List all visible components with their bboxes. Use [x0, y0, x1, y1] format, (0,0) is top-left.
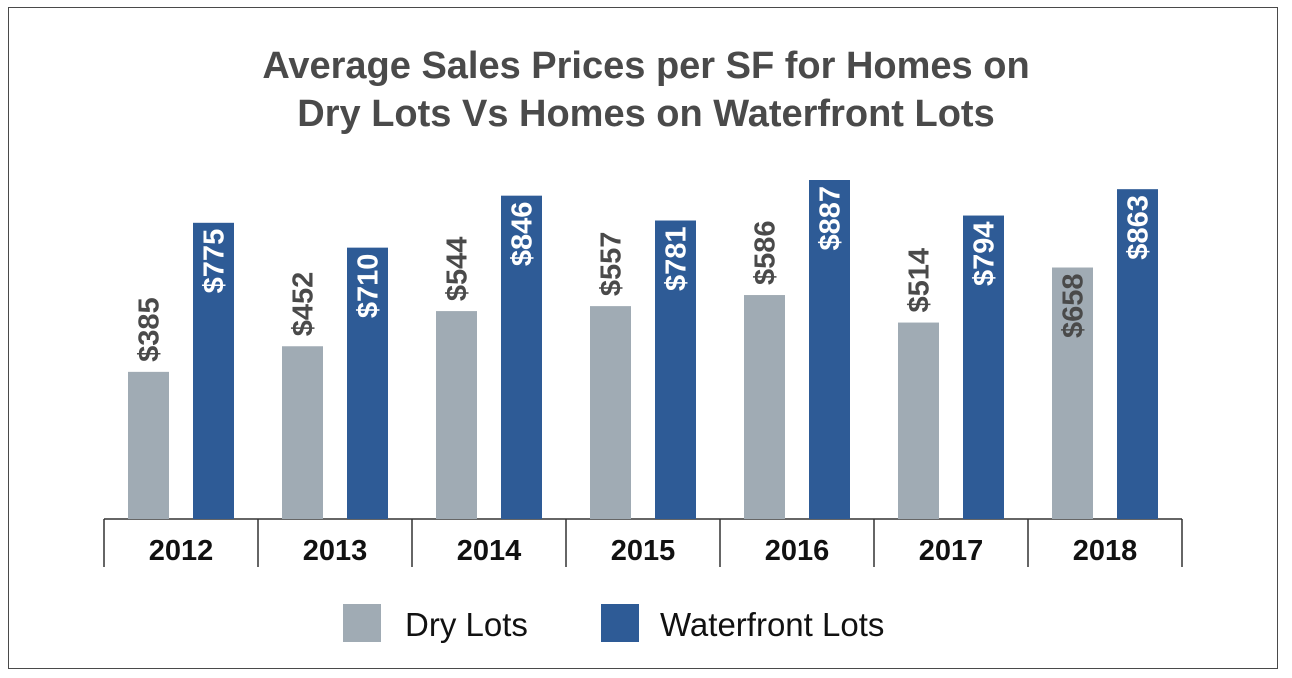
bar-value-label-waterfront-lots-2018: $863 — [1123, 195, 1155, 260]
tick-label-2015: 2015 — [611, 535, 676, 567]
tick-label-2018: 2018 — [1073, 535, 1138, 567]
chart-title: Average Sales Prices per SF for Homes on… — [0, 42, 1292, 138]
legend-label-waterfront-lots: Waterfront Lots — [660, 606, 884, 643]
bar-dry-lots-2012 — [128, 371, 169, 519]
bar-dry-lots-2015 — [590, 306, 631, 519]
bar-waterfront-lots-2016 — [809, 180, 850, 519]
bar-value-label-waterfront-lots-2012: $775 — [199, 229, 231, 294]
tick-label-2016: 2016 — [765, 535, 830, 567]
bar-value-label-waterfront-lots-2016: $887 — [815, 186, 847, 251]
bar-value-label-dry-lots-2015: $557 — [596, 232, 628, 297]
bar-value-label-dry-lots-2017: $514 — [904, 248, 936, 313]
bar-value-label-waterfront-lots-2014: $846 — [507, 202, 539, 267]
bar-waterfront-lots-2015 — [655, 220, 696, 519]
bar-waterfront-lots-2014 — [501, 195, 542, 519]
bar-waterfront-lots-2013 — [347, 247, 388, 519]
bar-waterfront-lots-2017 — [963, 215, 1004, 520]
chart-title-line-2: Dry Lots Vs Homes on Waterfront Lots — [297, 93, 995, 135]
tick-label-2014: 2014 — [457, 535, 522, 567]
bar-value-label-waterfront-lots-2017: $794 — [969, 222, 1001, 287]
legend-label-dry-lots: Dry Lots — [405, 606, 528, 643]
bar-dry-lots-2014 — [436, 311, 477, 519]
bar-dry-lots-2018 — [1052, 267, 1093, 519]
bar-value-label-dry-lots-2018: $658 — [1058, 274, 1090, 339]
tick-label-2013: 2013 — [303, 535, 368, 567]
bar-waterfront-lots-2012 — [193, 222, 234, 519]
tick-label-2017: 2017 — [919, 535, 984, 567]
bar-value-label-dry-lots-2016: $586 — [750, 221, 782, 286]
legend-swatch-dry-lots — [343, 604, 381, 642]
bar-dry-lots-2017 — [898, 322, 939, 519]
tick-label-2012: 2012 — [149, 535, 214, 567]
chart-title-line-1: Average Sales Prices per SF for Homes on — [262, 45, 1030, 87]
legend-swatch-waterfront-lots — [601, 604, 639, 642]
bar-value-label-waterfront-lots-2015: $781 — [661, 227, 693, 292]
bar-dry-lots-2016 — [744, 295, 785, 519]
bar-value-label-dry-lots-2013: $452 — [288, 272, 320, 337]
bar-value-label-dry-lots-2012: $385 — [134, 297, 166, 362]
bar-value-label-dry-lots-2014: $544 — [442, 237, 474, 302]
bar-dry-lots-2013 — [282, 346, 323, 519]
bar-waterfront-lots-2018 — [1117, 189, 1158, 519]
bar-value-label-waterfront-lots-2013: $710 — [353, 254, 385, 319]
